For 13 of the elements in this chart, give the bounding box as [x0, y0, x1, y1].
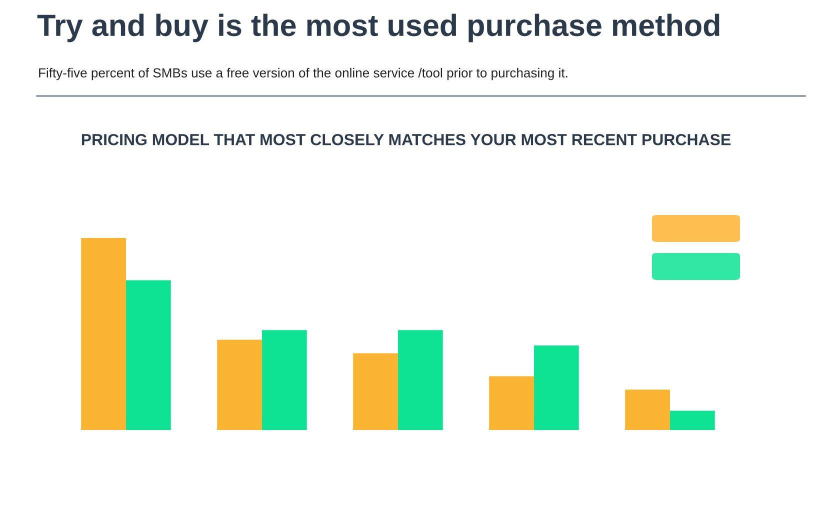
chart-subtitle: Fifty-five percent of SMBs use a free version of the online service /tool prior to purchasing it. — [39, 68, 568, 80]
bar — [534, 346, 579, 430]
bar — [625, 390, 670, 430]
chart-title: Try and buy is the most used purchase method — [37, 14, 720, 42]
bar — [81, 238, 126, 430]
bar — [217, 340, 262, 430]
text: PRICING MODEL THAT MOST CLOSELY MATCHES YOUR MOST RECENT PURCHASE — [82, 134, 730, 146]
bar — [670, 410, 715, 430]
bar — [262, 330, 307, 430]
bar — [398, 330, 443, 430]
bar — [489, 376, 534, 430]
bar — [353, 353, 398, 430]
bar — [126, 280, 171, 430]
